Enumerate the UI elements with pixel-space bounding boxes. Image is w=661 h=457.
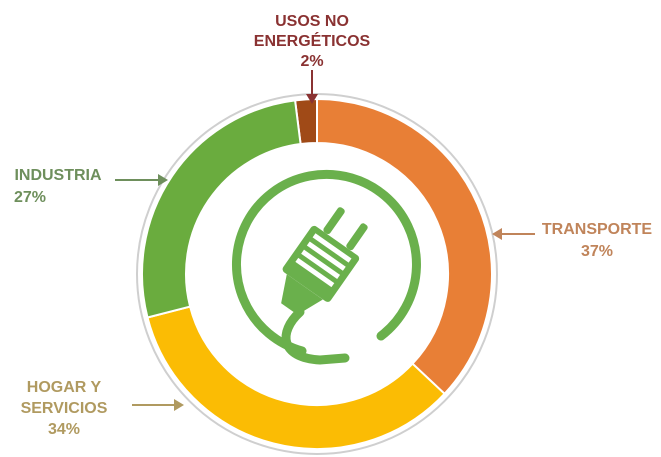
slice-label-usos: USOS NO ENERGÉTICOS 2% [254, 13, 371, 70]
label-industria-line1: INDUSTRIA [14, 167, 102, 184]
leader-arrow-industria [115, 174, 168, 186]
slice-label-hogar: HOGAR Y SERVICIOS 34% [21, 379, 108, 438]
leader-arrow-hogar [132, 399, 184, 411]
label-hogar-line2: SERVICIOS [21, 400, 108, 417]
label-industria-value: 27% [14, 189, 46, 206]
slice-label-transporte: TRANSPORTE 37% [542, 221, 653, 260]
label-usos-value: 2% [300, 53, 323, 70]
label-leader-arrows [115, 70, 535, 411]
electric-plug-icon [232, 169, 421, 365]
label-usos-line1: USOS NO [275, 13, 349, 30]
label-transporte-value: 37% [581, 243, 613, 260]
label-hogar-value: 34% [48, 421, 80, 438]
leader-arrow-transporte [492, 228, 535, 240]
leader-arrow-usos [306, 70, 318, 104]
label-hogar-line1: HOGAR Y [27, 379, 102, 396]
label-usos-line2: ENERGÉTICOS [254, 31, 371, 50]
label-transporte-line1: TRANSPORTE [542, 221, 653, 238]
slice-label-industria: INDUSTRIA 27% [14, 167, 102, 206]
